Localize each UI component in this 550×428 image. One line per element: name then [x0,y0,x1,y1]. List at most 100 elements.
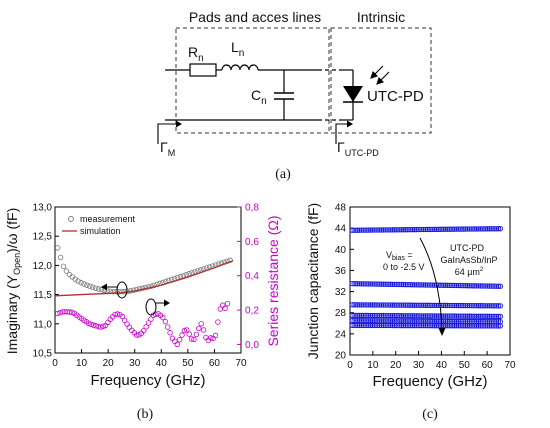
capacitance-point [479,303,485,309]
capacitance-point [479,313,485,319]
capacitance-point [494,303,500,309]
resistance-point [105,319,111,326]
resistance-point [167,330,173,336]
chart-b-x-tick-label: 50 [182,358,194,369]
capacitance-point [477,283,483,289]
capacitance-point [408,226,414,233]
capacitance-point [472,226,478,232]
capacitance-point [371,302,377,308]
capacitance-point [386,322,392,329]
capacitance-point [446,323,452,329]
capacitance-point [457,226,463,232]
capacitance-point [430,302,436,309]
capacitance-point [428,323,434,329]
resistance-point [124,321,130,327]
chart-b-x-tick-label: 60 [209,358,221,369]
capacitance-point [464,313,471,319]
capacitance-point [459,313,465,319]
capacitance-point [367,312,374,319]
chart-c-x-tick-label: 0 [347,360,353,371]
chart-c-y-tick-label: 36 [335,266,347,277]
capacitance-point [362,281,368,287]
capacitance-point [417,322,423,329]
capacitance-point [472,313,478,319]
capacitance-point [395,227,401,233]
capacitance-point [494,226,500,232]
capacitance-point [492,283,498,289]
capacitance-point [448,302,454,309]
chart-b-marks [54,245,234,348]
capacitance-point [492,226,498,232]
capacitance-point [366,302,372,308]
resistance-point [188,336,195,342]
measurement-point [110,288,116,295]
capacitance-point [466,283,472,289]
chart-c-x-tick-labels: 0 10 20 30 40 50 60 70 [347,360,516,371]
capacitance-point [422,282,429,288]
capacitance-point [453,226,460,232]
capacitance-point [441,226,447,232]
capacitance-point [388,312,394,319]
inductor-ln [221,64,259,71]
capacitance-point [391,322,397,329]
capacitance-point [382,281,388,287]
capacitance-point [377,322,383,329]
capacitance-point [369,312,376,319]
capacitance-point [448,323,454,329]
capacitance-point [428,302,434,308]
capacitance-point [463,283,469,289]
capacitance-point [470,302,476,309]
pads-box [175,27,330,134]
capacitance-point [450,323,456,329]
capacitance-point [452,282,458,289]
annot-ellipse-left [116,281,128,299]
chart-c-plot-area [349,206,511,356]
capacitance-point [430,323,436,329]
capacitance-point [349,227,355,233]
capacitance-point [417,302,423,308]
capacitance-point [490,313,496,320]
capacitance-point [360,322,366,329]
capacitance-point [377,312,383,319]
capacitance-point [360,281,366,287]
capacitance-point [495,323,502,329]
capacitance-point [473,226,480,232]
capacitance-point [497,303,504,309]
capacitance-point [446,302,452,309]
capacitance-point [413,226,419,233]
capacitance-point [375,322,381,329]
capacitance-point [435,323,441,329]
capacitance-point [450,226,456,232]
capacitance-point [378,302,385,308]
chart-b-x-tick-label: 0 [52,358,58,369]
capacitance-point [484,226,491,232]
capacitance-point [419,226,425,233]
resistance-point [86,320,92,326]
capacitance-point [388,302,394,308]
capacitance-point [479,226,485,232]
capacitance-point [484,323,491,329]
capacitance-point [433,313,440,319]
capacitance-point [466,226,472,232]
chart-c-y-tick-labels: 20 24 28 32 36 40 44 48 [335,203,347,362]
capacitance-point [455,282,461,289]
capacitance-point [483,303,489,309]
capacitance-point [356,227,363,233]
capacitance-point [444,302,451,309]
capacitance-point [494,283,500,289]
chart-b-x-tick-labels: 0 10 20 30 40 50 60 70 [52,358,247,369]
resistance-point [100,323,106,329]
capacitance-point [470,283,476,289]
chart-b-ticks [54,206,242,354]
capacitance-point [399,313,405,319]
capacitance-point [356,322,363,329]
capacitance-point [382,227,388,233]
capacitance-point [367,322,374,329]
resistor-rn [189,63,217,77]
capacitance-point [369,302,376,308]
chart-c-y-tick-label: 32 [335,287,347,298]
resistance-point [145,320,152,326]
chart-c-y-tick-label: 40 [335,245,347,256]
circuit-diagram: Pads and acces lines Intrinsic Rn Ln Cn [157,9,432,182]
